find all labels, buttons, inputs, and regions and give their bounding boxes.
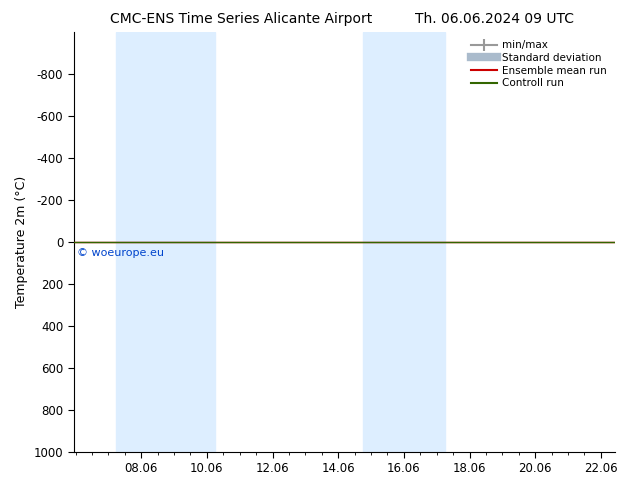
- Text: © woeurope.eu: © woeurope.eu: [77, 248, 164, 258]
- Text: CMC-ENS Time Series Alicante Airport: CMC-ENS Time Series Alicante Airport: [110, 12, 372, 26]
- Bar: [116, 32, 215, 452]
- Bar: [363, 32, 444, 452]
- Text: Th. 06.06.2024 09 UTC: Th. 06.06.2024 09 UTC: [415, 12, 574, 26]
- Legend: min/max, Standard deviation, Ensemble mean run, Controll run: min/max, Standard deviation, Ensemble me…: [468, 37, 610, 92]
- Y-axis label: Temperature 2m (°C): Temperature 2m (°C): [15, 176, 28, 308]
